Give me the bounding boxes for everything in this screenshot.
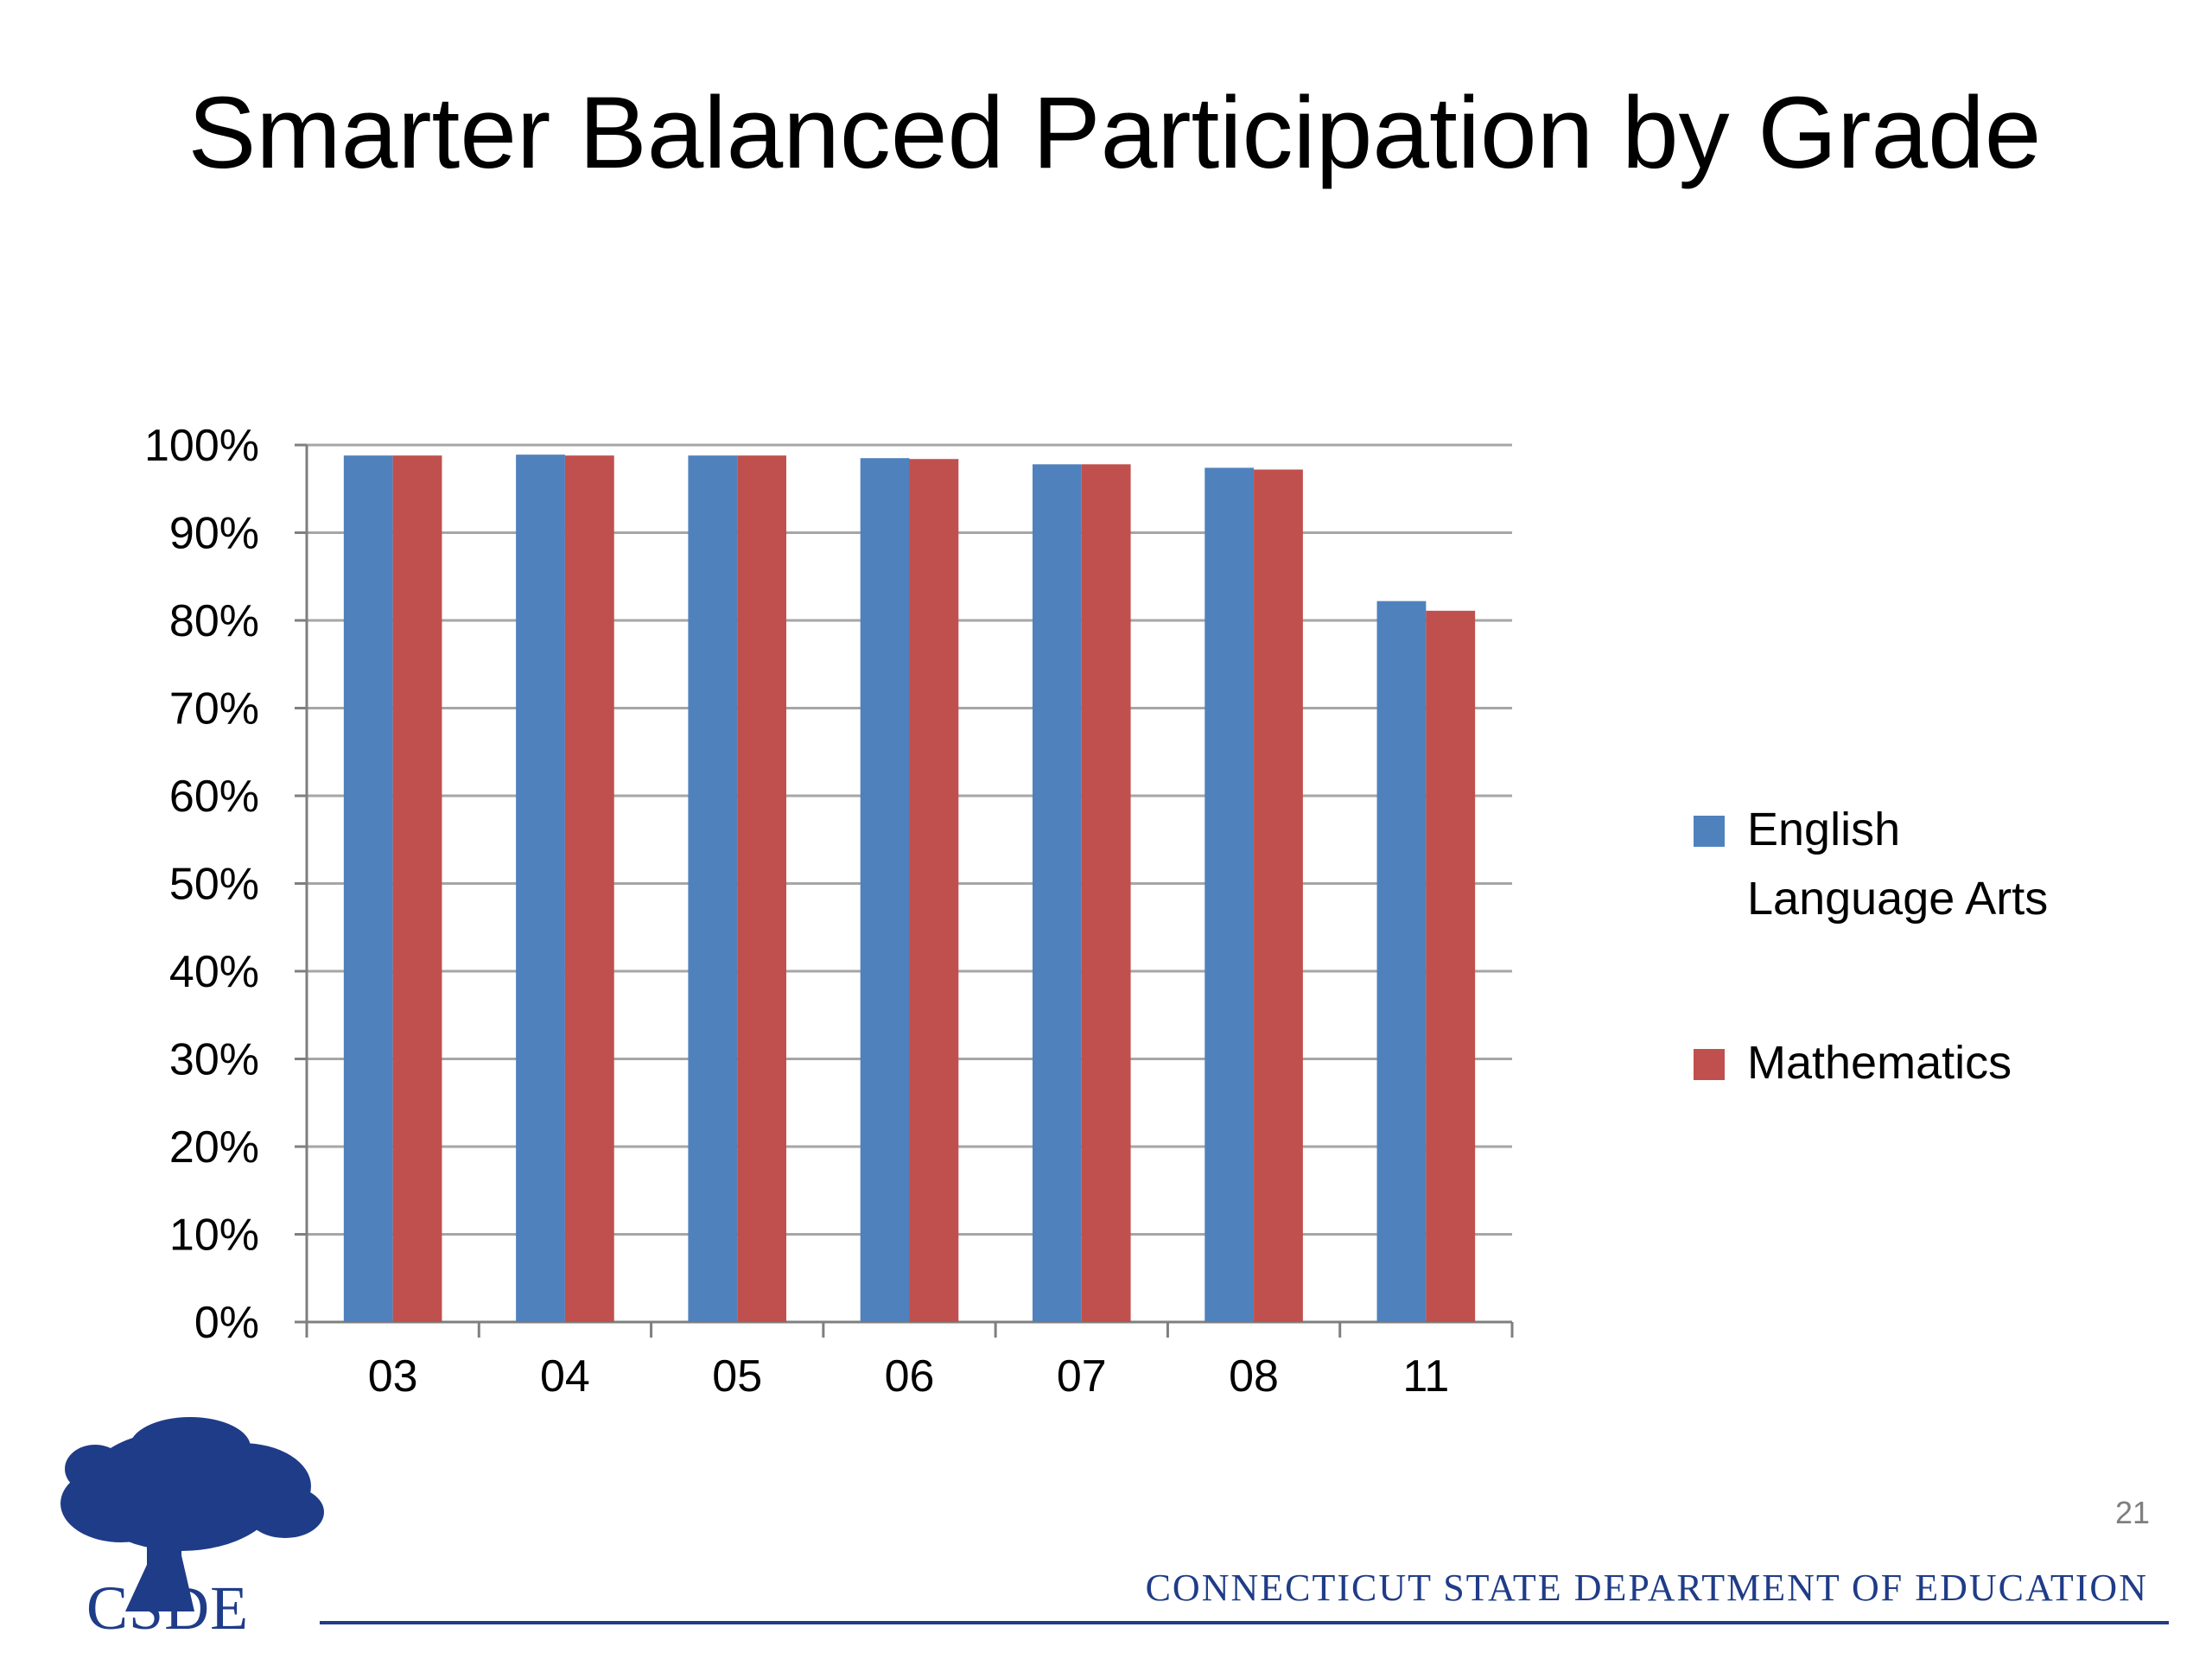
- chart-legend: English Language Arts Mathematics: [1694, 795, 2143, 1097]
- bar-math: [909, 459, 959, 1322]
- y-tick-label: 100%: [144, 421, 259, 471]
- page-number: 21: [2114, 1495, 2150, 1530]
- x-tick-label: 08: [1229, 1351, 1279, 1402]
- y-tick-label: 70%: [169, 684, 259, 734]
- x-tick-label: 03: [368, 1351, 418, 1402]
- bar-ela: [688, 455, 738, 1322]
- bar-math: [1426, 610, 1476, 1322]
- bar-ela: [343, 455, 393, 1322]
- bar-math: [1081, 464, 1131, 1322]
- bar-ela: [516, 454, 565, 1322]
- y-tick-label: 10%: [169, 1211, 259, 1261]
- footer-text: CONNECTICUT STATE DEPARTMENT OF EDUCATIO…: [1145, 1567, 2148, 1609]
- csde-tree-logo: [60, 1417, 324, 1611]
- bar-math: [564, 455, 614, 1322]
- y-tick-label: 50%: [169, 860, 259, 910]
- y-tick-label: 40%: [169, 947, 259, 997]
- y-tick-label: 80%: [169, 596, 259, 646]
- slide-title: Smarter Balanced Participation by Grade: [188, 76, 2042, 190]
- bar-ela: [1205, 467, 1255, 1322]
- y-tick-label: 90%: [169, 509, 259, 559]
- legend-label-ela: English Language Arts: [1747, 804, 2049, 925]
- y-tick-label: 60%: [169, 772, 259, 822]
- legend-item-math: Mathematics: [1694, 1028, 2143, 1097]
- x-tick-label: 07: [1057, 1351, 1107, 1402]
- x-tick-label: 05: [712, 1351, 762, 1402]
- bar-math: [392, 455, 442, 1322]
- y-tick-label: 20%: [169, 1122, 259, 1173]
- x-tick-label: 06: [885, 1351, 935, 1402]
- x-tick-label: 11: [1402, 1351, 1449, 1402]
- legend-swatch-ela: [1694, 816, 1725, 847]
- bar-math: [1254, 469, 1303, 1322]
- legend-swatch-math: [1694, 1049, 1725, 1080]
- legend-label-math: Mathematics: [1747, 1037, 2012, 1089]
- bar-ela: [1032, 464, 1082, 1322]
- bar-ela: [860, 458, 910, 1322]
- y-tick-label: 30%: [169, 1035, 259, 1085]
- bar-math: [737, 455, 787, 1322]
- y-tick-label: 0%: [194, 1298, 259, 1348]
- logo-text: CSDE: [86, 1573, 250, 1643]
- x-tick-label: 04: [540, 1351, 590, 1402]
- legend-item-ela: English Language Arts: [1694, 795, 2143, 933]
- bar-ela: [1376, 601, 1427, 1322]
- footer-rule: [320, 1621, 2169, 1624]
